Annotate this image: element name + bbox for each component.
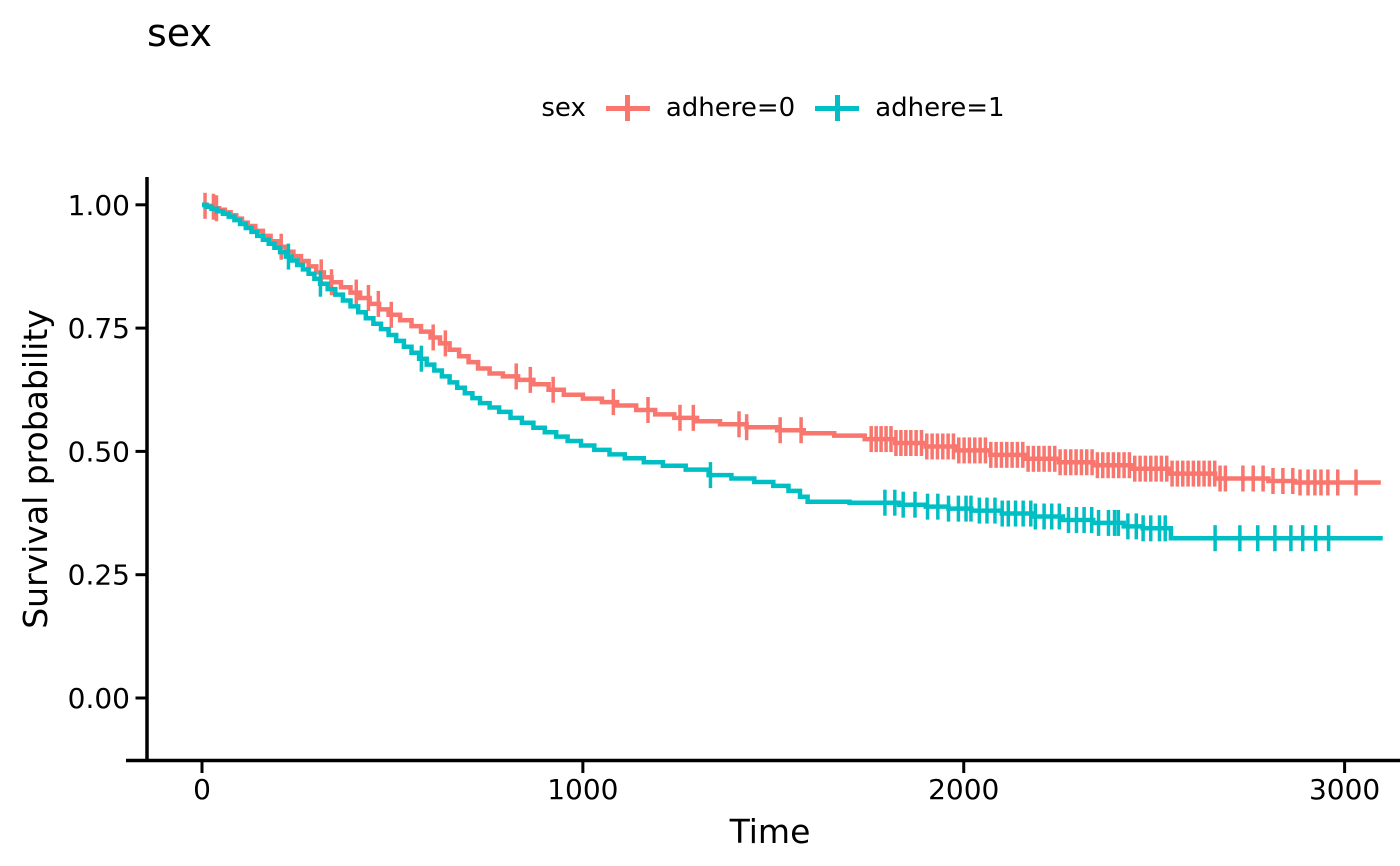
legend-item-adhere0: adhere=0: [605, 92, 796, 124]
legend-label-adhere1: adhere=1: [875, 93, 1005, 123]
censor-plus-icon: [815, 92, 860, 124]
y-axis-tick-label: 0.25: [68, 559, 130, 592]
survival-curve-adhere0: [202, 202, 1381, 485]
axes: 0 1000 2000 3000 0.00 0.25 0.50 0.75 1.00: [68, 177, 1400, 806]
x-axis-tick-label: 2000: [928, 773, 999, 806]
x-axis-title: Time: [729, 812, 811, 851]
survival-curve-adhere1: [202, 202, 1383, 541]
survival-curves: [202, 192, 1383, 552]
x-axis-tick-label: 3000: [1309, 773, 1380, 806]
legend-label-adhere0: adhere=0: [665, 93, 796, 123]
legend-item-adhere1: adhere=1: [815, 92, 1005, 124]
legend-title: sex: [541, 93, 586, 123]
y-axis-title: Survival probability: [16, 309, 55, 629]
y-axis-tick-label: 1.00: [68, 189, 130, 222]
censor-marks-adhere1: [286, 243, 1331, 552]
censor-plus-icon: [605, 92, 650, 124]
x-axis-tick-label: 0: [193, 773, 211, 806]
x-axis-tick-label: 1000: [547, 773, 618, 806]
chart-title: sex: [147, 11, 212, 55]
y-axis-tick-label: 0.50: [68, 435, 130, 468]
y-axis-tick-label: 0.00: [68, 682, 130, 715]
y-axis-tick-label: 0.75: [68, 312, 130, 345]
legend: sex adhere=0 adhere=1: [146, 90, 1400, 126]
censor-marks-adhere0: [203, 192, 1358, 496]
